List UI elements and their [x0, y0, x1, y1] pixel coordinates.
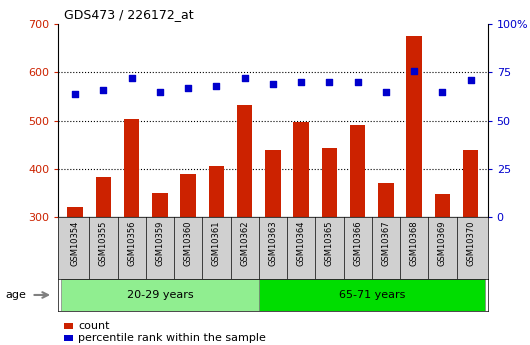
- Bar: [180, 174, 196, 217]
- Point: [128, 76, 136, 81]
- Text: age: age: [5, 290, 26, 300]
- Point: [241, 76, 249, 81]
- Text: 20-29 years: 20-29 years: [127, 290, 193, 300]
- Bar: [322, 148, 337, 217]
- Text: GSM10364: GSM10364: [297, 220, 306, 266]
- Text: GSM10365: GSM10365: [325, 220, 334, 266]
- Text: GSM10354: GSM10354: [70, 220, 80, 266]
- Point: [269, 81, 277, 87]
- Text: GSM10359: GSM10359: [155, 220, 164, 266]
- Point: [71, 91, 80, 97]
- Text: count: count: [78, 321, 110, 331]
- Text: GDS473 / 226172_at: GDS473 / 226172_at: [64, 8, 193, 21]
- Text: GSM10360: GSM10360: [184, 220, 193, 266]
- Bar: [407, 36, 422, 217]
- Point: [466, 77, 475, 83]
- Point: [438, 89, 447, 95]
- Bar: [378, 183, 394, 217]
- Text: 65-71 years: 65-71 years: [339, 290, 405, 300]
- Bar: [209, 166, 224, 217]
- Bar: [67, 207, 83, 217]
- Point: [156, 89, 164, 95]
- Text: GSM10362: GSM10362: [240, 220, 249, 266]
- Bar: [61, 279, 259, 311]
- Text: GSM10366: GSM10366: [353, 220, 362, 266]
- Text: GSM10368: GSM10368: [410, 220, 419, 266]
- Text: GSM10367: GSM10367: [382, 220, 391, 266]
- Bar: [124, 119, 139, 217]
- Bar: [152, 193, 167, 217]
- Bar: [96, 177, 111, 217]
- Text: GSM10355: GSM10355: [99, 220, 108, 266]
- Bar: [463, 150, 479, 217]
- Text: GSM10369: GSM10369: [438, 220, 447, 266]
- Point: [325, 79, 334, 85]
- Text: percentile rank within the sample: percentile rank within the sample: [78, 333, 266, 343]
- Bar: [350, 125, 366, 217]
- Text: GSM10356: GSM10356: [127, 220, 136, 266]
- Point: [184, 85, 192, 91]
- Bar: [237, 105, 252, 217]
- Point: [354, 79, 362, 85]
- Point: [99, 87, 108, 92]
- Bar: [265, 150, 281, 217]
- Point: [410, 68, 418, 73]
- Point: [212, 83, 220, 89]
- Point: [382, 89, 390, 95]
- Text: GSM10361: GSM10361: [212, 220, 221, 266]
- Bar: [435, 194, 450, 217]
- Text: GSM10363: GSM10363: [269, 220, 277, 266]
- Text: GSM10370: GSM10370: [466, 220, 475, 266]
- Bar: [259, 279, 485, 311]
- Point: [297, 79, 305, 85]
- Bar: [294, 122, 309, 217]
